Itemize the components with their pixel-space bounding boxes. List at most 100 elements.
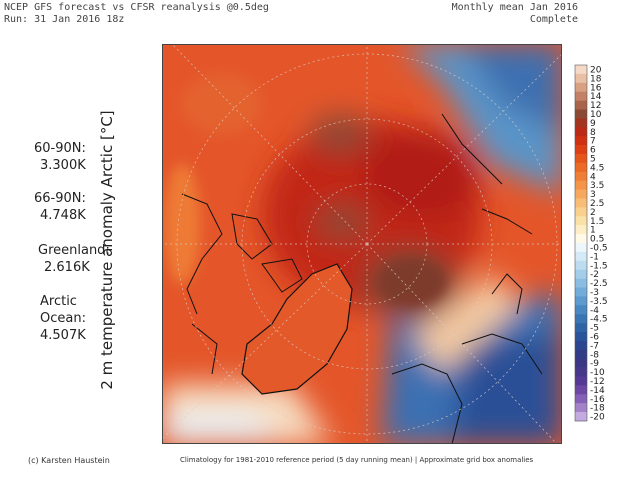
colorbar-swatch <box>575 189 587 199</box>
stat-region: Arctic <box>40 294 77 309</box>
colorbar-swatch <box>575 154 587 164</box>
stat-region: Greenland: <box>38 243 110 258</box>
colorbar-swatch <box>575 358 587 368</box>
stat-region: 66-90N: <box>34 191 86 206</box>
colorbar-tick-label: 2.5 <box>590 199 604 209</box>
colorbar-tick-label: -1 <box>590 252 599 262</box>
colorbar-tick-label: 0.5 <box>590 235 604 245</box>
stat-region: 60-90N: <box>34 141 86 156</box>
colorbar-swatch <box>575 251 587 262</box>
colorbar-swatch <box>575 394 587 404</box>
colorbar-tick-label: -4 <box>590 306 599 316</box>
colorbar-swatches <box>574 64 588 422</box>
colorbar-swatch <box>575 225 587 235</box>
status-label: Complete <box>529 14 578 25</box>
colorbar-tick-label: 3 <box>590 190 596 200</box>
colorbar-swatch <box>575 136 587 146</box>
colorbar-swatch <box>575 385 587 395</box>
colorbar-tick-label: -14 <box>590 386 605 396</box>
colorbar-swatch <box>575 243 587 253</box>
stat-value: 2.616K <box>44 260 90 275</box>
colorbar-tick-label: 1.5 <box>590 217 604 227</box>
colorbar-swatch <box>575 82 587 92</box>
colorbar-labels: 201816141210987654.543.532.521.510.5-0.5… <box>590 65 608 422</box>
colorbar-swatch <box>575 109 587 119</box>
colorbar-tick-label: 18 <box>590 74 602 84</box>
stat-value: 3.300K <box>40 158 86 173</box>
colorbar-swatch <box>575 287 587 297</box>
colorbar: 201816141210987654.543.532.521.510.5-0.5… <box>574 64 608 423</box>
period-label: Monthly mean Jan 2016 <box>451 2 578 13</box>
colorbar-tick-label: -0.5 <box>590 243 608 253</box>
colorbar-tick-label: -3.5 <box>590 297 608 307</box>
colorbar-tick-label: 7 <box>590 137 596 147</box>
colorbar-swatch <box>575 73 587 84</box>
colorbar-swatch <box>575 234 587 244</box>
colorbar-swatch <box>575 207 587 217</box>
colorbar-tick-label: 4.5 <box>590 163 604 173</box>
colorbar-swatch <box>575 376 587 386</box>
colorbar-tick-label: -16 <box>590 395 605 405</box>
colorbar-swatch <box>575 305 587 315</box>
colorbar-swatch <box>575 269 587 279</box>
title-line-1: NCEP GFS forecast vs CFSR reanalysis @0.… <box>4 2 269 13</box>
colorbar-swatch <box>575 162 587 173</box>
colorbar-tick-label: -20 <box>590 413 605 423</box>
header-period: Monthly mean Jan 2016 Complete <box>452 2 578 26</box>
colorbar-swatch <box>575 412 587 422</box>
colorbar-swatch <box>575 260 587 270</box>
colorbar-outline <box>574 64 588 422</box>
colorbar-tick-label: 14 <box>590 92 602 102</box>
stat-value: 4.748K <box>40 208 86 223</box>
colorbar-swatch <box>575 198 587 208</box>
colorbar-tick-label: 1 <box>590 226 596 236</box>
colorbar-tick-label: 12 <box>590 101 601 111</box>
colorbar-tick-label: 20 <box>590 65 602 75</box>
colorbar-swatch <box>575 323 587 333</box>
colorbar-tick-label: -10 <box>590 368 605 378</box>
colorbar-tick-label: -12 <box>590 377 605 387</box>
colorbar-tick-label: 5 <box>590 154 596 164</box>
canada-coastlines <box>181 193 303 375</box>
colorbar-tick-label: -4.5 <box>590 315 608 325</box>
stat-66-90n: 66-90N: 4.748K <box>34 190 86 224</box>
colorbar-swatch <box>575 65 587 75</box>
colorbar-tick-label: 4 <box>590 172 596 182</box>
colorbar-swatch <box>575 127 587 137</box>
colorbar-swatch <box>575 100 587 110</box>
colorbar-swatch <box>575 332 587 342</box>
colorbar-tick-label: 9 <box>590 119 596 129</box>
run-line: Run: 31 Jan 2016 18z <box>4 14 125 25</box>
colorbar-tick-label: 16 <box>590 83 602 93</box>
map-frame <box>162 44 562 444</box>
greenland-outline <box>241 263 353 395</box>
graticule <box>162 44 562 444</box>
stat-value: 4.507K <box>40 328 86 343</box>
colorbar-tick-label: -1.5 <box>590 261 608 271</box>
colorbar-tick-label: 6 <box>590 146 596 156</box>
colorbar-swatch <box>575 403 587 413</box>
colorbar-tick-label: -5 <box>590 324 599 334</box>
stat-region: Ocean: <box>40 311 86 326</box>
credit-text: (c) Karsten Haustein <box>28 456 110 465</box>
colorbar-swatch <box>575 118 587 128</box>
colorbar-tick-label: 8 <box>590 128 596 138</box>
colorbar-swatch <box>575 171 587 181</box>
stat-arctic-ocean: Arctic Ocean: 4.507K <box>40 293 86 344</box>
header-title: NCEP GFS forecast vs CFSR reanalysis @0.… <box>4 2 269 26</box>
colorbar-tick-label: -8 <box>590 350 599 360</box>
colorbar-swatch <box>575 349 587 359</box>
colorbar-swatch <box>575 216 587 226</box>
colorbar-tick-label: 2 <box>590 208 596 218</box>
anomaly-details <box>164 74 446 306</box>
colorbar-swatch <box>575 145 587 155</box>
stat-greenland: Greenland: 2.616K <box>38 242 110 276</box>
anomaly-map <box>162 44 562 444</box>
colorbar-tick-label: -18 <box>590 404 605 414</box>
colorbar-swatch <box>575 180 587 190</box>
stat-60-90n: 60-90N: 3.300K <box>34 140 86 174</box>
climatology-note: Climatology for 1981-2010 reference peri… <box>180 456 534 464</box>
eurasia-coastlines <box>391 113 543 444</box>
colorbar-tick-label: -6 <box>590 332 599 342</box>
colorbar-tick-label: 10 <box>590 110 602 120</box>
